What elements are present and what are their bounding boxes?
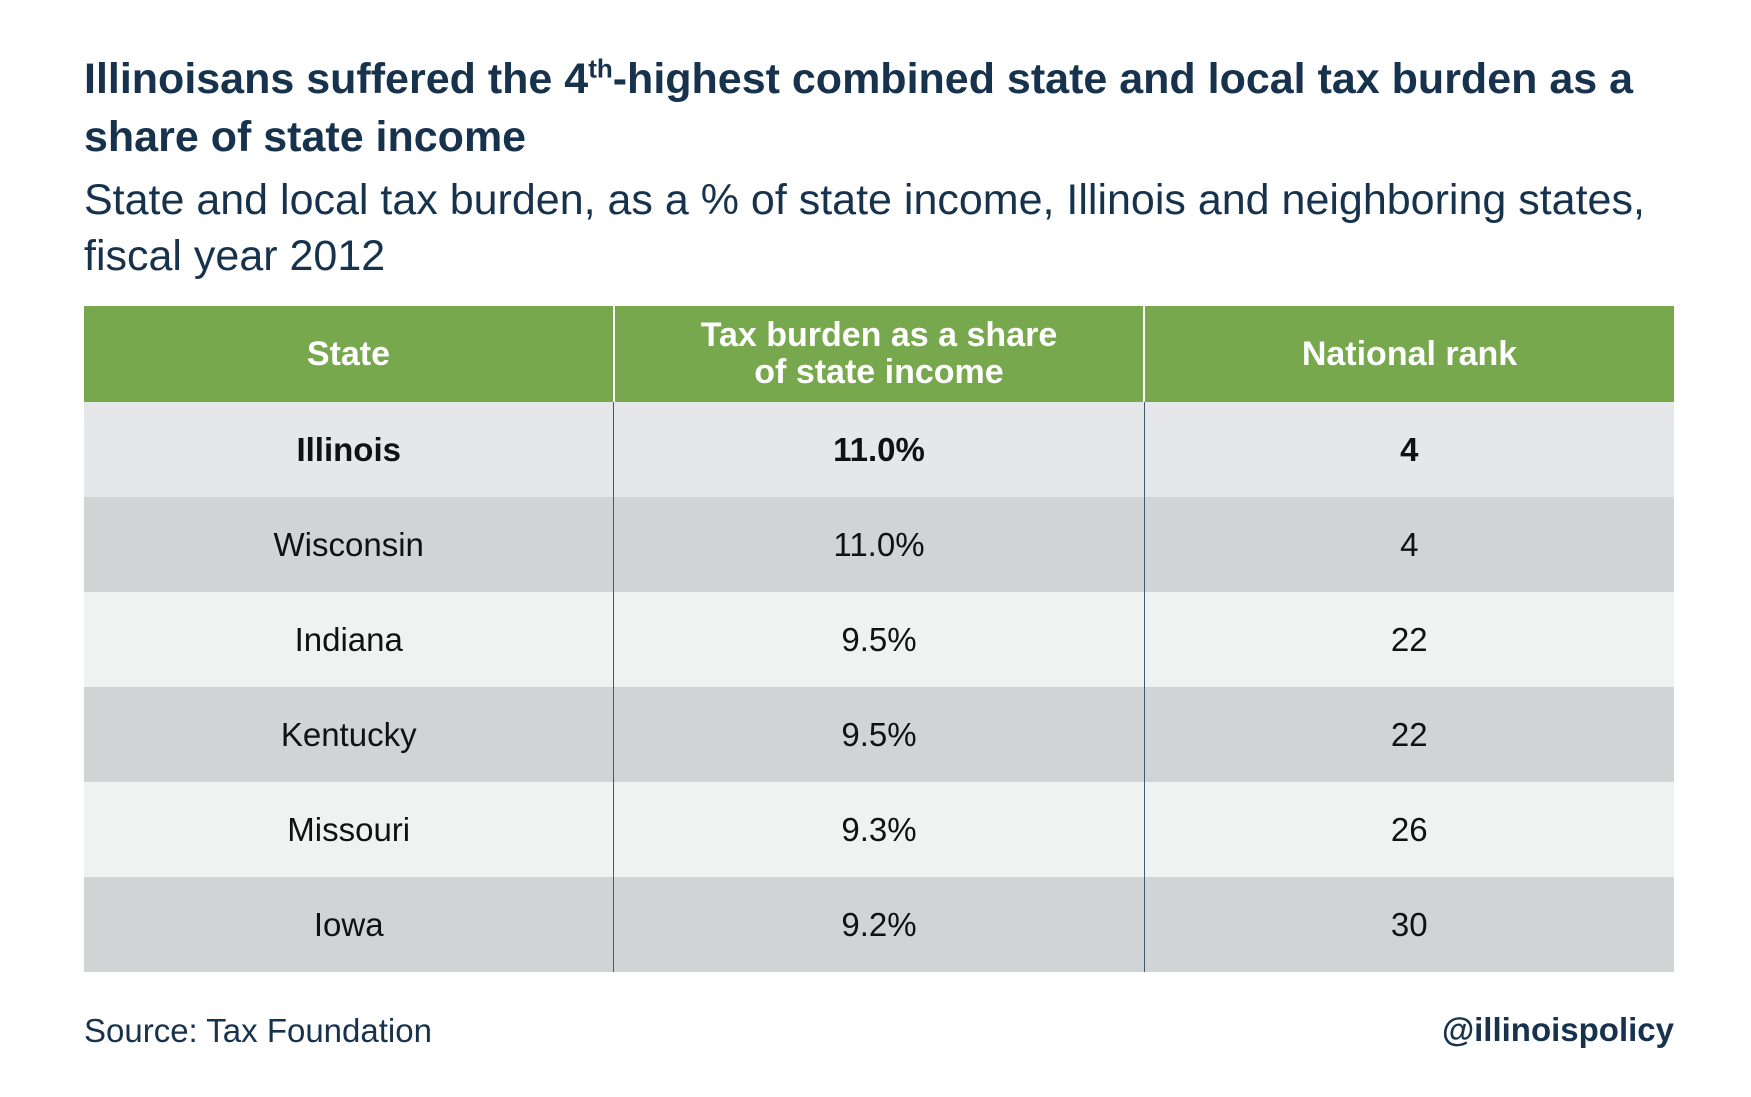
cell-burden: 11.0% (613, 402, 1145, 497)
cell-state: Wisconsin (84, 497, 614, 592)
header-tax-burden-text: Tax burden as a share of state income (700, 316, 1058, 391)
header-row: State Tax burden as a share of state inco… (84, 306, 1674, 402)
table-row: Kentucky 9.5% 22 (84, 687, 1674, 782)
source-note: Source: Tax Foundation (84, 1012, 432, 1049)
cell-burden: 9.5% (613, 687, 1145, 782)
header-tax-burden: Tax burden as a share of state income (612, 306, 1145, 402)
cell-state: Illinois (84, 402, 614, 497)
cell-rank: 26 (1143, 782, 1674, 877)
table-row: Iowa 9.2% 30 (84, 877, 1674, 972)
tax-burden-table: State Tax burden as a share of state inco… (84, 306, 1674, 972)
table-row: Illinois 11.0% 4 (84, 402, 1674, 497)
data-table: State Tax burden as a share of state inco… (84, 306, 1674, 972)
cell-rank: 4 (1143, 402, 1674, 497)
twitter-handle: @illinoispolicy (1441, 1011, 1674, 1048)
cell-burden: 11.0% (613, 497, 1145, 592)
title-superscript: th (588, 53, 613, 84)
table-row: Missouri 9.3% 26 (84, 782, 1674, 877)
title-text-end: -highest combined state and local tax bu… (84, 55, 1634, 161)
cell-rank: 22 (1143, 592, 1674, 687)
table-row: Wisconsin 11.0% 4 (84, 497, 1674, 592)
cell-state: Missouri (84, 782, 614, 877)
cell-state: Kentucky (84, 687, 614, 782)
cell-burden: 9.2% (613, 877, 1145, 972)
cell-rank: 30 (1143, 877, 1674, 972)
cell-rank: 4 (1143, 497, 1674, 592)
header-national-rank: National rank (1143, 306, 1674, 402)
cell-burden: 9.5% (613, 592, 1145, 687)
table-row: Indiana 9.5% 22 (84, 592, 1674, 687)
title-text-start: Illinoisans suffered the 4 (84, 55, 589, 103)
cell-state: Iowa (84, 877, 614, 972)
chart-title: Illinoisans suffered the 4th-highest com… (84, 50, 1704, 166)
cell-rank: 22 (1143, 687, 1674, 782)
cell-state: Indiana (84, 592, 614, 687)
header-state: State (84, 306, 614, 402)
cell-burden: 9.3% (613, 782, 1145, 877)
chart-subtitle: State and local tax burden, as a % of st… (84, 176, 1645, 280)
